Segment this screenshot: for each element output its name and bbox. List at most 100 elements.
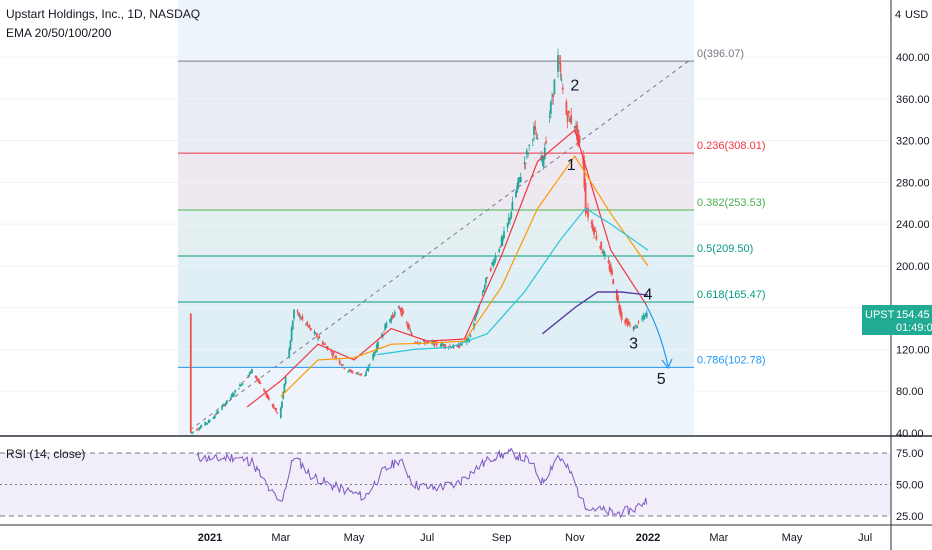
candle-220 <box>559 54 562 80</box>
candle-207 <box>536 133 539 141</box>
candle-197 <box>519 172 522 183</box>
rsi-line <box>196 447 648 519</box>
fib-zone-4 <box>178 301 694 368</box>
candle-214 <box>549 100 552 119</box>
candle-29 <box>239 382 241 387</box>
candle-200 <box>525 148 528 160</box>
candle-223 <box>565 98 568 116</box>
candle-174 <box>482 288 485 293</box>
candle-121 <box>392 314 395 319</box>
candle-69 <box>306 320 309 327</box>
candle-91 <box>342 364 345 366</box>
fib-label-2: 0.382(253.53) <box>697 197 766 209</box>
candle-19 <box>222 403 225 407</box>
candle-28 <box>237 388 240 390</box>
candle-238 <box>590 219 593 229</box>
fib-zone-2 <box>178 209 694 256</box>
candle-268 <box>641 315 643 322</box>
currency-label[interactable]: USD <box>905 9 928 21</box>
candle-187 <box>503 226 505 239</box>
candle-202 <box>528 143 531 152</box>
candle-46 <box>266 393 269 400</box>
price-axis[interactable]: 40.00 80.00 120.00 200.00 240.00 280.00 320.00… <box>896 52 930 440</box>
candle-41 <box>258 378 261 385</box>
candle-36 <box>249 370 252 374</box>
price-badge: UPST 154.45 01:49:02 <box>862 305 932 335</box>
candle-218 <box>557 48 559 78</box>
candle-225 <box>567 110 570 118</box>
rsi-axis[interactable]: 75.00 50.00 25.00 <box>896 448 924 523</box>
candle-215 <box>551 92 553 105</box>
candle-99 <box>356 371 359 375</box>
candle-104 <box>365 370 367 376</box>
time-tick-7: Mar <box>709 532 728 544</box>
candle-188 <box>506 222 509 233</box>
candle-148 <box>439 343 442 347</box>
candle-229 <box>575 120 577 132</box>
candle-42 <box>259 381 262 385</box>
candle-252 <box>612 278 615 285</box>
candle-173 <box>481 290 484 297</box>
candle-203 <box>531 138 534 147</box>
candle-179 <box>491 262 493 266</box>
candle-266 <box>636 325 639 329</box>
candle-108 <box>372 352 375 362</box>
candle-15 <box>215 412 217 416</box>
candle-122 <box>393 309 396 318</box>
wave-label-5: 5 <box>657 371 666 388</box>
time-tick-9: Jul <box>858 532 872 544</box>
fib-zone-1 <box>178 153 694 210</box>
candle-25 <box>231 391 234 398</box>
fib-retracement[interactable]: 0(396.07) 0.236(308.01) 0.382(253.53) 0.5(2… <box>178 48 766 368</box>
price-tick-5: 240.00 <box>896 219 930 231</box>
candle-262 <box>629 322 631 328</box>
candle-237 <box>587 202 589 222</box>
candle-14 <box>213 414 216 420</box>
candle-221 <box>560 73 563 83</box>
candle-18 <box>221 404 223 411</box>
wave-label-3: 3 <box>629 335 638 352</box>
candle-90 <box>341 363 343 367</box>
candle-160 <box>458 344 461 349</box>
candle-272 <box>645 309 648 319</box>
rsi-path <box>196 447 648 519</box>
candle-70 <box>307 324 310 328</box>
candle-106 <box>367 365 370 373</box>
projection-arrow[interactable] <box>645 304 673 370</box>
candle-47 <box>267 395 270 401</box>
candle-88 <box>338 358 341 366</box>
wave-label-4: 4 <box>644 286 653 303</box>
ema-line-ema-100 <box>376 207 649 356</box>
candle-0 <box>189 313 192 434</box>
candle-51 <box>275 407 277 412</box>
candle-254 <box>617 293 619 304</box>
candle-222 <box>561 83 564 95</box>
candle-76 <box>317 337 319 342</box>
time-axis[interactable]: 2021 Mar May Jul Sep Nov 2022 Mar May Jul <box>198 532 872 544</box>
chart-title: Upstart Holdings, Inc., 1D, NASDAQ <box>6 7 200 21</box>
projection-path[interactable] <box>645 304 669 367</box>
candle-12 <box>209 419 211 423</box>
price-badge-ticker: UPST <box>865 309 895 321</box>
wave-label-1: 1 <box>567 157 576 174</box>
candle-210 <box>542 155 545 170</box>
candle-239 <box>591 219 594 232</box>
price-tick-2: 120.00 <box>896 344 930 356</box>
price-tick-0: 40.00 <box>896 428 924 440</box>
candle-72 <box>309 327 312 331</box>
candle-240 <box>593 226 595 239</box>
indicator-legend: EMA 20/50/100/200 <box>6 26 112 40</box>
price-tick-8: 360.00 <box>896 94 930 106</box>
fib-label-4: 0.618(165.47) <box>697 289 766 301</box>
candle-98 <box>355 372 358 375</box>
ema-line-ema-200 <box>541 291 649 335</box>
candle-54 <box>281 400 283 409</box>
candle-103 <box>363 375 366 378</box>
candle-96 <box>350 369 353 374</box>
elliott-wave-labels: 1 2 3 4 5 <box>567 77 666 387</box>
candle-205 <box>534 120 537 136</box>
candle-245 <box>601 249 604 254</box>
candle-111 <box>375 342 378 353</box>
candle-271 <box>644 312 647 317</box>
